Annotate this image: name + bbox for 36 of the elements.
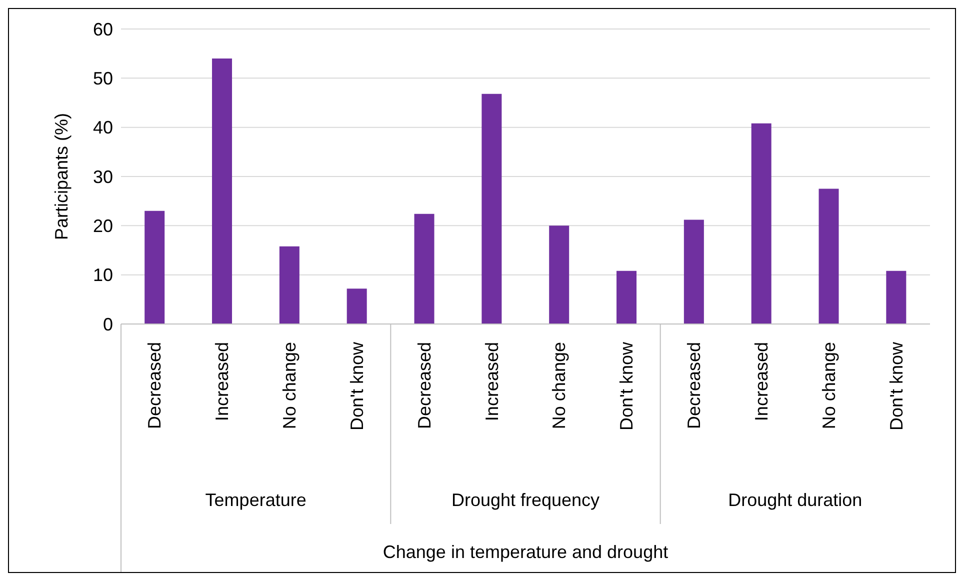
x-tick-label: Don't know bbox=[346, 341, 367, 430]
y-tick-label: 40 bbox=[92, 118, 113, 138]
x-tick-label: Decreased bbox=[144, 342, 165, 430]
bar bbox=[414, 214, 434, 324]
bar bbox=[346, 288, 367, 324]
x-tick-label: Increased bbox=[751, 342, 772, 422]
bar bbox=[616, 270, 637, 324]
text: Drought duration bbox=[728, 490, 862, 510]
y-tick-label: 10 bbox=[92, 265, 113, 286]
bar bbox=[886, 270, 906, 324]
x-tick-label: Don't know bbox=[886, 341, 906, 430]
x-tick-label: Increased bbox=[482, 342, 502, 422]
y-tick-label: 60 bbox=[92, 19, 113, 40]
x-tick-label: Decreased bbox=[684, 342, 704, 430]
y-tick-label: 30 bbox=[92, 166, 113, 187]
y-tick-label: 50 bbox=[92, 68, 113, 89]
bar bbox=[482, 94, 502, 324]
y-axis-title: Participants (%) bbox=[51, 112, 72, 240]
bar bbox=[818, 188, 839, 324]
x-tick-label: Increased bbox=[212, 342, 232, 422]
bar bbox=[684, 220, 704, 324]
bar bbox=[549, 226, 570, 324]
y-tick-label: 20 bbox=[92, 216, 113, 236]
y-tick-label: 0 bbox=[102, 314, 113, 334]
x-tick-label: Don't know bbox=[616, 341, 637, 430]
text: Change in temperature and drought bbox=[382, 542, 668, 562]
x-tick-label: Decreased bbox=[414, 342, 434, 430]
bar bbox=[212, 58, 232, 324]
bar bbox=[144, 210, 165, 324]
x-tick-label: No change bbox=[549, 342, 570, 430]
bar bbox=[279, 246, 300, 324]
x-tick-label: No change bbox=[818, 342, 839, 430]
bar bbox=[751, 123, 772, 324]
x-tick-label: No change bbox=[280, 342, 300, 430]
text: Temperature bbox=[205, 490, 306, 510]
text: Drought frequency bbox=[451, 490, 600, 510]
